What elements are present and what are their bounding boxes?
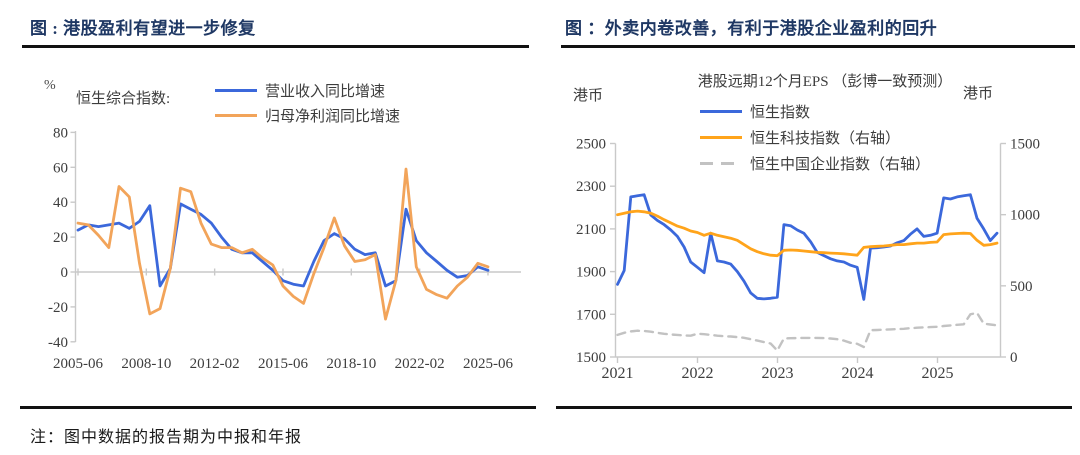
legend-item-revenue: 营业收入同比增速 <box>215 82 386 100</box>
hsi-line-swatch <box>700 109 742 113</box>
legend-item-net-profit: 归母净利润同比增速 <box>215 107 401 125</box>
y-tick-label: 60 <box>53 160 68 176</box>
y-tick-label: 0 <box>1010 350 1018 366</box>
revenue-line-swatch <box>215 88 257 92</box>
left-bottom-rule <box>20 406 536 409</box>
y-tick-label: 2300 <box>576 179 606 195</box>
x-tick-label: 2023 <box>762 365 794 382</box>
series-line <box>616 193 999 301</box>
legend-item-hscei: 恒生中国企业指数（右轴） <box>700 155 931 173</box>
x-tick-label: 2025 <box>922 365 954 382</box>
net-profit-line-swatch <box>215 113 257 117</box>
x-tick-label: 2018-10 <box>326 356 376 372</box>
right-chart-title: 港股远期12个月EPS （彭博一致预测） <box>697 74 953 90</box>
y-tick-label: 80 <box>53 125 68 141</box>
series-line <box>76 167 490 321</box>
x-tick-label: 2022-02 <box>395 356 445 372</box>
hstech-line-swatch <box>700 135 742 139</box>
y-tick-label: 1900 <box>576 265 606 281</box>
left-title-rule <box>22 45 529 48</box>
series-line <box>616 311 999 352</box>
y-tick-label: 1500 <box>576 350 606 366</box>
hscei-dashed-line-swatch <box>700 161 742 165</box>
hs-composite-index-label: 恒生综合指数: <box>76 91 171 107</box>
footnote: 注：图中数据的报告期为中报和年报 <box>30 429 303 446</box>
x-tick-label: 2015-06 <box>258 356 308 372</box>
x-tick-label: 2012-02 <box>190 356 240 372</box>
y-tick-label: 0 <box>61 265 69 281</box>
legend-item-hsi: 恒生指数 <box>700 103 811 121</box>
x-tick-label: 2024 <box>842 365 874 382</box>
y-tick-label: -20 <box>48 300 68 316</box>
y-tick-label: -40 <box>48 335 68 351</box>
y-tick-label: 2500 <box>576 137 606 153</box>
right-axis-unit-label: 港币 <box>963 86 994 102</box>
legend-label: 恒生指数 <box>750 104 811 121</box>
x-tick-label: 2008-10 <box>121 356 171 372</box>
y-tick-label: 1500 <box>1010 137 1040 153</box>
legend-label: 营业收入同比增速 <box>265 83 386 100</box>
legend-label: 恒生中国企业指数（右轴） <box>750 156 931 173</box>
x-tick-label: 2021 <box>602 365 634 382</box>
left-panel-title: 图 : 港股盈利有望进一步修复 <box>30 19 256 38</box>
y-tick-label: 20 <box>53 230 68 246</box>
y-tick-label: 40 <box>53 195 68 211</box>
x-tick-label: 2005-06 <box>53 356 103 372</box>
right-panel-title: 图 ：外卖内卷改善，有利于港股企业盈利的回升 <box>565 19 938 38</box>
series-line <box>76 202 490 288</box>
legend-item-hstech: 恒生科技指数（右轴） <box>700 129 901 147</box>
right-bottom-rule <box>556 406 1072 409</box>
legend-label: 归母净利润同比增速 <box>265 108 401 125</box>
left-y-unit-label: % <box>44 78 56 93</box>
y-tick-label: 500 <box>1010 279 1033 295</box>
x-tick-label: 2022 <box>682 365 714 382</box>
legend-label: 恒生科技指数（右轴） <box>750 130 901 147</box>
x-tick-label: 2025-06 <box>463 356 513 372</box>
y-tick-label: 1000 <box>1010 208 1040 224</box>
series-line <box>616 209 999 258</box>
left-axis-unit-label: 港币 <box>573 88 604 104</box>
y-tick-label: 1700 <box>576 307 606 323</box>
right-title-rule <box>561 45 1075 48</box>
y-tick-label: 2100 <box>576 222 606 238</box>
